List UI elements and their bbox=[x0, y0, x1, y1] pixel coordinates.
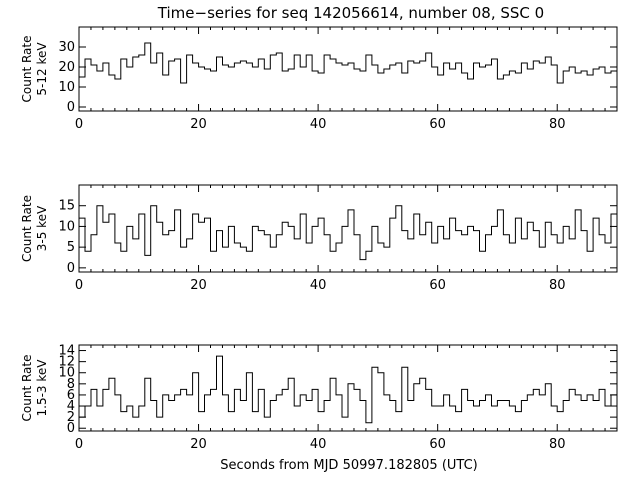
y-axis-label-line2: 3-5 keV bbox=[35, 205, 49, 251]
x-tick-label: 40 bbox=[310, 278, 327, 293]
y-tick-label: 0 bbox=[67, 421, 75, 436]
y-tick-label: 10 bbox=[58, 80, 75, 95]
y-tick-label: 15 bbox=[58, 199, 75, 214]
y-tick-label: 30 bbox=[58, 40, 75, 55]
x-tick-label: 80 bbox=[549, 437, 566, 452]
x-tick-label: 0 bbox=[75, 437, 83, 452]
x-tick-label: 60 bbox=[429, 117, 446, 132]
y-axis-label-line1: Count Rate bbox=[20, 36, 34, 103]
x-tick-label: 80 bbox=[549, 278, 566, 293]
x-tick-label: 0 bbox=[75, 278, 83, 293]
x-tick-label: 20 bbox=[190, 278, 207, 293]
y-tick-label: 14 bbox=[58, 344, 75, 359]
x-tick-label: 60 bbox=[429, 278, 446, 293]
figure-title: Time−series for seq 142056614, number 08… bbox=[157, 4, 544, 22]
plot-frame bbox=[78, 344, 618, 432]
x-tick-label: 60 bbox=[429, 437, 446, 452]
x-tick-label: 20 bbox=[190, 117, 207, 132]
y-tick-label: 12 bbox=[58, 355, 75, 370]
x-axis-label: Seconds from MJD 50997.182805 (UTC) bbox=[220, 458, 478, 473]
y-tick-label: 0 bbox=[67, 100, 75, 115]
x-tick-label: 20 bbox=[190, 437, 207, 452]
panel-5-12-kev: 0 20 40 60 80 0 10 20 30 Count Rate 5-12 keV bbox=[20, 26, 618, 132]
y-tick-label: 10 bbox=[58, 219, 75, 234]
y-tick-label: 6 bbox=[67, 388, 75, 403]
y-tick-label: 4 bbox=[67, 399, 75, 414]
y-axis-label-line1: Count Rate bbox=[20, 195, 34, 262]
y-tick-label: 5 bbox=[67, 240, 75, 255]
panel-3-5-kev: 0 20 40 60 80 0 5 10 15 Count Rate 3-5 keV bbox=[20, 184, 618, 293]
x-tick-label: 40 bbox=[310, 437, 327, 452]
series-step-line bbox=[79, 355, 617, 424]
y-tick-label: 0 bbox=[67, 261, 75, 276]
x-tick-label: 40 bbox=[310, 117, 327, 132]
y-axis-label-line1: Count Rate bbox=[20, 355, 34, 422]
series-step-line bbox=[79, 205, 617, 261]
plot-frame bbox=[78, 184, 618, 273]
series-step-line bbox=[79, 42, 617, 84]
x-tick-label: 80 bbox=[549, 117, 566, 132]
y-tick-label: 2 bbox=[67, 410, 75, 425]
plot-frame bbox=[78, 26, 618, 112]
y-axis-label-line2: 1.5-3 keV bbox=[35, 359, 49, 417]
y-tick-label: 20 bbox=[58, 60, 75, 75]
x-tick-label: 0 bbox=[75, 117, 83, 132]
y-axis-label-line2: 5-12 keV bbox=[35, 42, 49, 96]
y-tick-label: 10 bbox=[58, 366, 75, 381]
y-tick-label: 8 bbox=[67, 377, 75, 392]
